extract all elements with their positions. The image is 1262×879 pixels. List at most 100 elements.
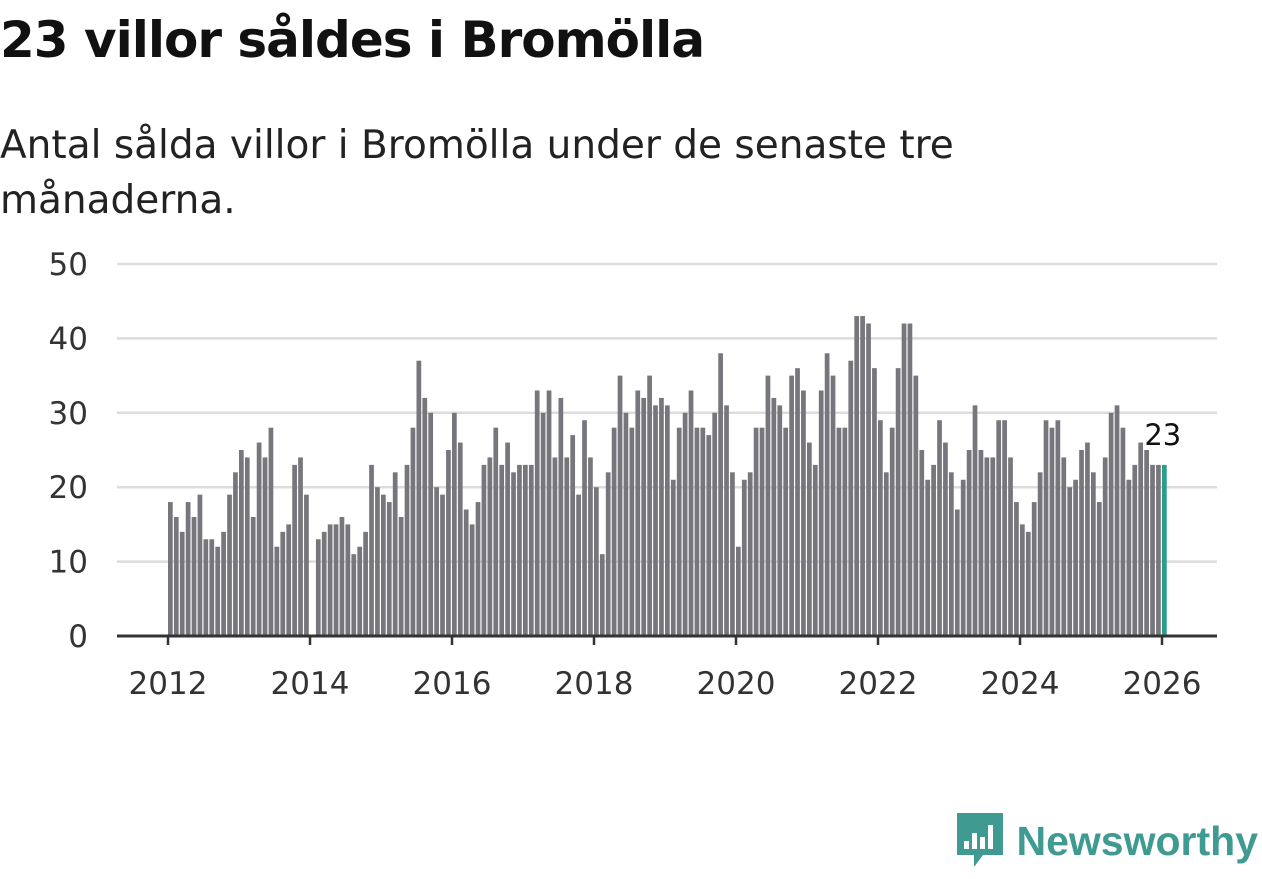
bar xyxy=(209,539,215,636)
x-axis-ticks: 2012 2014 2016 2018 2020 2022 2024 2026 xyxy=(129,636,1201,702)
bar xyxy=(777,405,783,636)
bar xyxy=(1008,457,1013,636)
bar xyxy=(434,487,439,636)
bar xyxy=(730,472,735,636)
bar xyxy=(688,390,694,636)
bar xyxy=(972,405,978,636)
bar xyxy=(765,375,771,636)
bar xyxy=(517,464,522,636)
bar xyxy=(960,479,966,636)
brand-logo: Newsworthy xyxy=(955,805,1258,877)
bar xyxy=(292,464,297,636)
bar xyxy=(700,427,706,636)
bar xyxy=(369,464,374,636)
bar xyxy=(996,420,1002,636)
bar xyxy=(736,546,741,636)
bar xyxy=(653,405,658,636)
bar xyxy=(416,360,422,636)
bar xyxy=(1156,464,1161,636)
bar xyxy=(475,502,481,636)
bar xyxy=(836,427,842,636)
bar xyxy=(1120,427,1126,636)
y-tick-label: 10 xyxy=(49,545,88,581)
bar xyxy=(321,531,327,636)
bar xyxy=(446,450,451,636)
bar xyxy=(759,427,765,636)
bar xyxy=(357,546,363,636)
bar xyxy=(706,435,712,636)
bar xyxy=(824,353,830,636)
bar xyxy=(623,412,629,636)
bar xyxy=(641,397,647,636)
bar xyxy=(327,524,333,636)
bar xyxy=(304,494,309,636)
bar xyxy=(298,457,303,636)
x-tick-label: 2024 xyxy=(981,666,1060,702)
bar xyxy=(333,524,339,636)
bar xyxy=(469,524,475,636)
bar xyxy=(848,360,854,636)
bar xyxy=(611,427,617,636)
bar xyxy=(954,509,960,636)
bar xyxy=(866,323,871,636)
bar xyxy=(1102,457,1108,636)
bar xyxy=(268,427,274,636)
newsworthy-logo-icon xyxy=(956,813,1003,867)
bar xyxy=(203,539,209,636)
x-tick-label: 2016 xyxy=(413,666,492,702)
bar xyxy=(1126,479,1132,636)
bar xyxy=(286,524,292,636)
bar xyxy=(244,457,250,636)
bar xyxy=(694,427,700,636)
x-tick-label: 2014 xyxy=(271,666,350,702)
bar xyxy=(854,316,860,636)
bar xyxy=(215,546,221,636)
bar xyxy=(546,390,552,636)
bar xyxy=(239,450,244,636)
x-tick-label: 2020 xyxy=(697,666,776,702)
bar xyxy=(564,457,570,636)
bar xyxy=(901,323,907,636)
bar xyxy=(594,487,599,636)
bar xyxy=(1043,420,1049,636)
bar xyxy=(913,375,919,636)
y-tick-label: 0 xyxy=(68,619,88,655)
bar xyxy=(534,390,540,636)
bar xyxy=(1138,442,1144,636)
bar xyxy=(830,375,836,636)
bar xyxy=(191,516,197,636)
bar xyxy=(552,457,558,636)
bar xyxy=(1055,420,1061,636)
bar xyxy=(937,420,942,636)
bar xyxy=(741,479,747,636)
chart-subtitle: Antal sålda villor i Bromölla under de s… xyxy=(0,123,954,223)
y-tick-label: 40 xyxy=(49,321,88,357)
bar xyxy=(1108,412,1114,636)
bar xyxy=(1061,457,1067,636)
bar xyxy=(647,375,652,636)
bar xyxy=(179,531,185,636)
bar xyxy=(221,531,226,636)
bar xyxy=(747,472,753,636)
annotation: 23 xyxy=(1141,415,1184,455)
bars xyxy=(168,316,1167,636)
bar xyxy=(487,457,493,636)
bar xyxy=(1037,472,1043,636)
bar xyxy=(682,412,688,636)
bar xyxy=(883,472,889,636)
bar xyxy=(375,487,380,636)
bar xyxy=(966,450,972,636)
bar xyxy=(227,494,232,636)
y-tick-label: 50 xyxy=(49,247,88,283)
bar xyxy=(753,427,759,636)
y-tick-label: 30 xyxy=(49,396,88,432)
bar xyxy=(718,353,723,636)
bar xyxy=(511,472,516,636)
bar xyxy=(1114,405,1120,636)
bar xyxy=(670,479,676,636)
bar xyxy=(1025,531,1031,636)
bar xyxy=(919,450,925,636)
bar xyxy=(1067,487,1073,636)
bar xyxy=(1079,450,1084,636)
bar xyxy=(168,502,173,636)
